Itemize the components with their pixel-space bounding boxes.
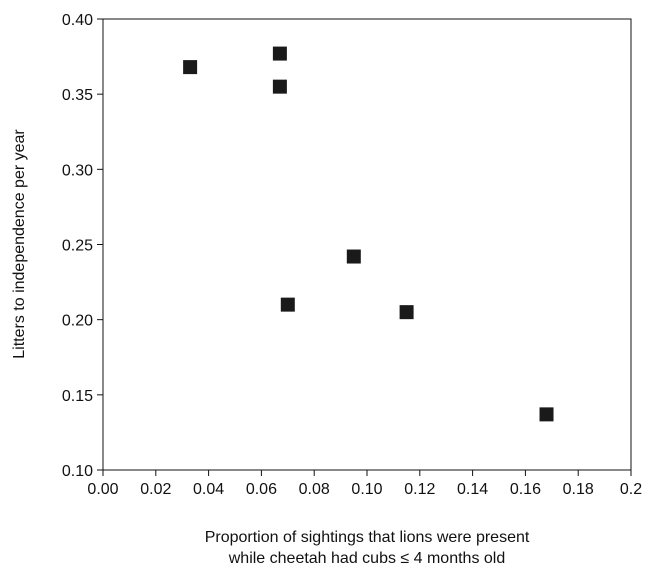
y-axis-label: Litters to independence per year: [11, 129, 28, 359]
x-tick-label: 0.2: [620, 481, 642, 498]
x-tick-label: 0.18: [563, 481, 594, 498]
point: [272, 79, 287, 94]
point: [183, 60, 198, 75]
y-tick-label: 0.25: [62, 238, 93, 255]
x-tick-label: 0.10: [351, 481, 382, 498]
point: [346, 249, 361, 264]
point: [539, 407, 554, 422]
x-tick-label: 0.12: [404, 481, 435, 498]
y-tick-label: 0.40: [62, 12, 93, 29]
y-tick-label: 0.10: [62, 463, 93, 480]
y-tick-label: 0.35: [62, 87, 93, 104]
x-tick-label: 0.00: [87, 481, 118, 498]
x-axis-label: Proportion of sightings that lions were …: [205, 529, 530, 546]
y-tick-label: 0.30: [62, 162, 93, 179]
point: [272, 46, 287, 61]
x-tick-label: 0.06: [246, 481, 277, 498]
x-tick-label: 0.04: [193, 481, 224, 498]
x-tick-label: 0.08: [299, 481, 330, 498]
x-tick-label: 0.02: [140, 481, 171, 498]
x-axis-label: while cheetah had cubs ≤ 4 months old: [228, 550, 506, 567]
y-tick-label: 0.15: [62, 388, 93, 405]
plot-frame: [102, 18, 632, 471]
x-tick-label: 0.14: [457, 481, 488, 498]
y-tick-label: 0.20: [62, 313, 93, 330]
point: [280, 297, 295, 312]
x-tick-label: 0.16: [510, 481, 541, 498]
point: [399, 305, 414, 320]
